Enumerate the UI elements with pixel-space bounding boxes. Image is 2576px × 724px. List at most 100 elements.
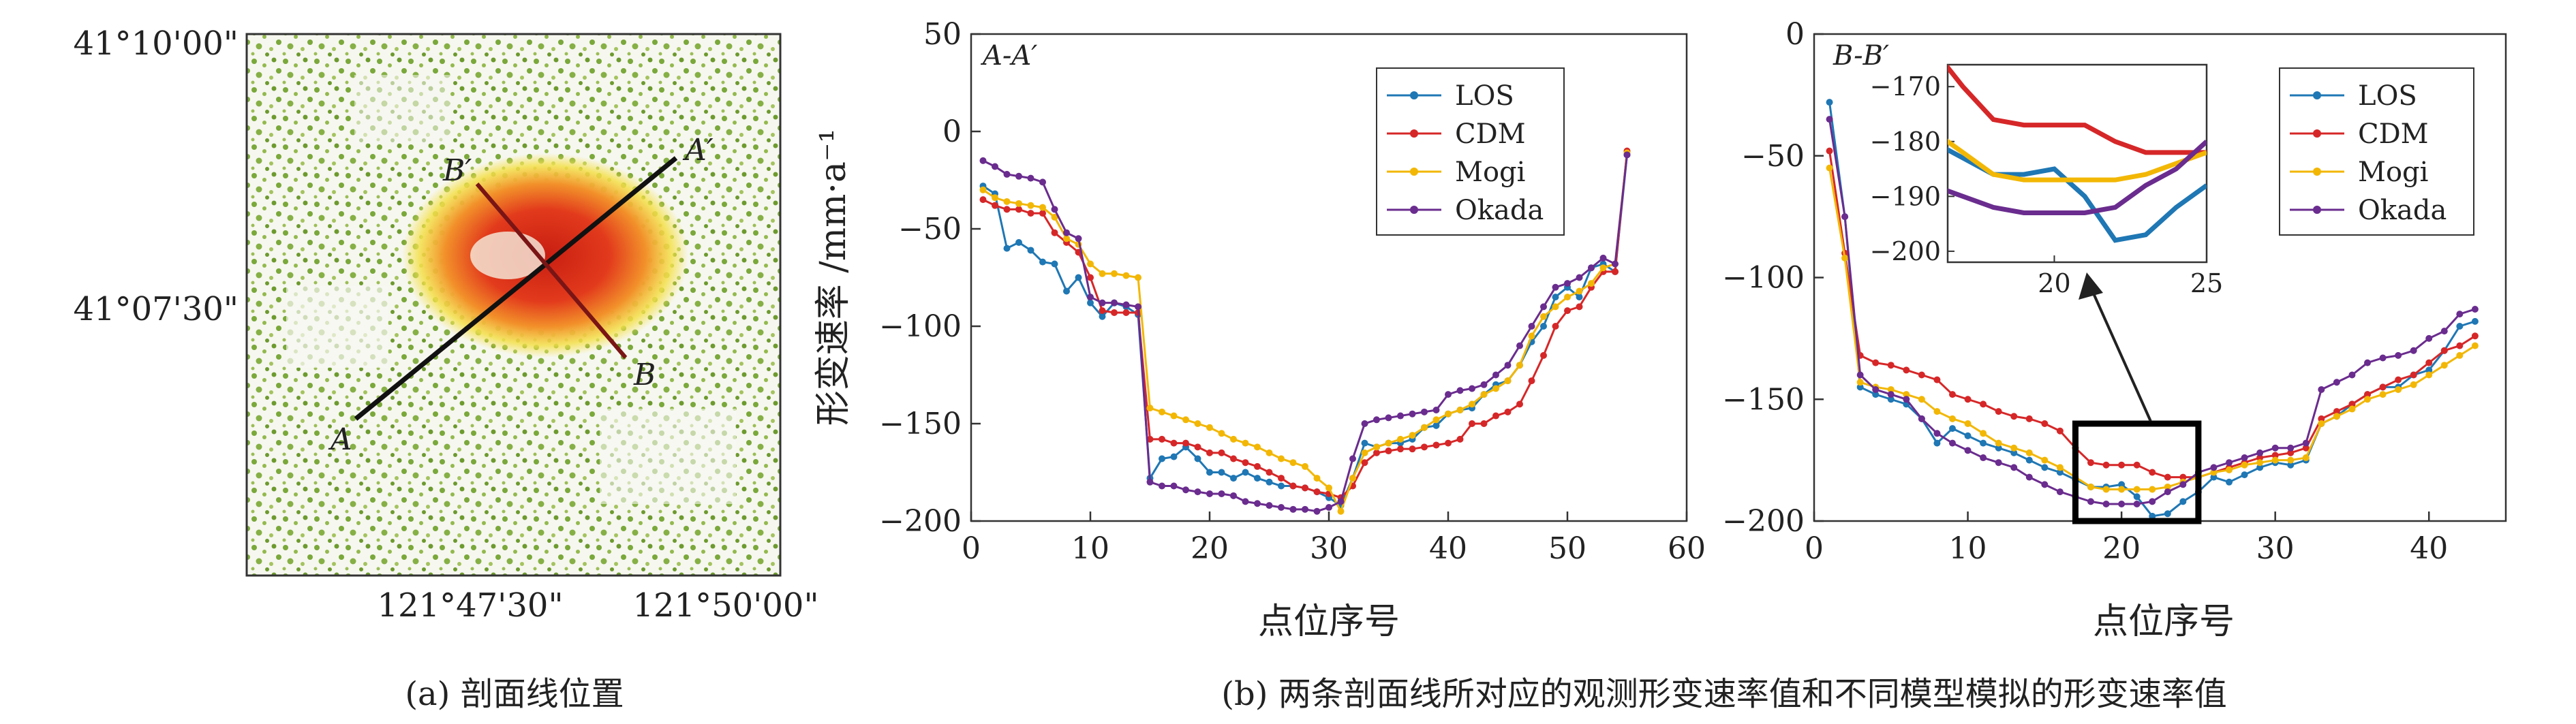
chart-aa-cdm-point bbox=[1373, 449, 1380, 456]
chart-aa-okada-point bbox=[1373, 416, 1380, 424]
chart-aa-okada-point bbox=[1194, 488, 1201, 496]
chart-bb-mogi-point bbox=[2287, 456, 2295, 464]
chart-bb-mogi-point bbox=[1980, 430, 1987, 437]
chart-aa-okada-point bbox=[1230, 492, 1237, 499]
chart-bb-mogi-point bbox=[2133, 486, 2141, 493]
chart-bb-mogi-point bbox=[1903, 391, 1910, 398]
chart-aa-mogi-point bbox=[979, 186, 987, 193]
chart-aa-cdm-point bbox=[1218, 449, 1225, 456]
chart-bb-legend-label-mogi: Mogi bbox=[2358, 157, 2428, 188]
chart-aa-okada-point bbox=[1552, 283, 1559, 291]
chart-bb-cdm-point bbox=[2041, 420, 2049, 427]
chart-aa-mogi-point bbox=[1135, 274, 1141, 281]
chart-bb-los-point bbox=[2456, 323, 2464, 330]
chart-aa-los-point bbox=[1206, 469, 1213, 476]
chart-aa-cdm-point bbox=[1456, 435, 1464, 443]
chart-bb-ytick-label: −150 bbox=[1722, 382, 1805, 417]
chart-aa-mogi-point bbox=[1397, 435, 1404, 443]
chart-aa-xtick-label: 10 bbox=[1071, 531, 1109, 566]
chart-bb-cdm-point bbox=[2318, 415, 2325, 422]
chart-bb-mogi-point bbox=[1949, 415, 1956, 422]
chart-bb-mogi-point bbox=[2333, 413, 2340, 420]
chart-bb-mogi-point bbox=[2256, 459, 2264, 467]
chart-bb-mogi-point bbox=[2210, 469, 2218, 476]
chart-bb-cdm-point bbox=[2456, 342, 2464, 349]
chart-aa-xtick-label: 20 bbox=[1191, 531, 1229, 566]
chart-bb-mogi-point bbox=[2087, 483, 2094, 490]
chart-aa-legend-label-mogi: Mogi bbox=[1455, 157, 1525, 188]
chart-aa-mogi-point bbox=[1432, 416, 1440, 424]
chart-aa-cdm-point bbox=[1266, 469, 1273, 476]
chart-bb-xtick-label: 10 bbox=[1949, 531, 1987, 566]
chart-bb-mogi-point bbox=[1841, 254, 1849, 262]
chart-bb-okada-point bbox=[2041, 481, 2049, 488]
chart-aa-mogi-point bbox=[992, 194, 998, 202]
chart-bb-legend: LOS CDM Mogi Okada bbox=[2279, 67, 2474, 236]
chart-aa-los-point bbox=[1266, 478, 1273, 486]
chart-bb-xlabel: 点位序号 bbox=[2093, 601, 2235, 642]
chart-aa-okada-point bbox=[1516, 342, 1523, 349]
chart-bb-xtick-label: 0 bbox=[1805, 531, 1824, 566]
chart-bb-ytick-label: −200 bbox=[1722, 504, 1805, 539]
chart-bb-mogi-point bbox=[2056, 464, 2064, 471]
chart-aa-xlabel: 点位序号 bbox=[1258, 601, 1400, 642]
chart-aa-cdm-point bbox=[1289, 482, 1297, 490]
chart-bb-cdm-point bbox=[2410, 371, 2417, 379]
chart-bb-okada-point bbox=[2226, 459, 2233, 467]
chart-bb-los-point bbox=[2210, 473, 2218, 481]
chart-aa-okada-point bbox=[1087, 294, 1094, 301]
chart-bb-mogi-point bbox=[2271, 456, 2279, 464]
label-b: B bbox=[633, 358, 656, 392]
chart-aa-cdm-point bbox=[1480, 420, 1488, 427]
chart-aa-mogi-point bbox=[1456, 406, 1464, 413]
chart-bb-okada-point bbox=[1841, 213, 1849, 221]
chart-aa-cdm-point bbox=[1540, 351, 1547, 359]
chart-bb-xtick-label: 20 bbox=[2102, 531, 2141, 566]
chart-bb-cdm-point bbox=[1980, 400, 1987, 408]
chart-bb-ytick-label: 0 bbox=[1785, 17, 1805, 52]
chart-aa-los-point bbox=[1361, 439, 1368, 447]
chart-aa-cdm-point bbox=[1206, 449, 1213, 456]
chart-bb: B-B′ 0 10 20 30 40 0 −50 −100 −150 −200 点位序号 LOS C… bbox=[1722, 17, 2507, 642]
chart-aa-okada-point bbox=[1504, 362, 1512, 369]
chart-aa-okada-point bbox=[1063, 229, 1070, 236]
chart-bb-los-point bbox=[1949, 425, 1956, 432]
chart-bb-okada-point bbox=[2456, 311, 2464, 318]
chart-bb-mogi-point bbox=[2241, 461, 2248, 469]
chart-bb-legend-marker-los bbox=[2313, 91, 2321, 99]
chart-bb-okada-point bbox=[2318, 385, 2325, 393]
chart-bb-mogi-point bbox=[1918, 396, 1925, 403]
chart-aa-los-point bbox=[1003, 245, 1011, 252]
chart-bb-okada-point bbox=[2364, 359, 2371, 366]
chart-aa-cdm-point bbox=[1194, 443, 1201, 451]
chart-aa-okada-point bbox=[1266, 502, 1273, 509]
inset-series-okada-line bbox=[1948, 140, 2207, 215]
chart-bb-okada-point bbox=[1826, 116, 1833, 123]
chart-bb-los-point bbox=[1856, 383, 1864, 391]
chart-aa-los-point bbox=[1230, 475, 1237, 482]
chart-aa-okada-point bbox=[1254, 500, 1261, 507]
chart-bb-cdm-point bbox=[2118, 461, 2126, 469]
chart-aa-cdm-point bbox=[1146, 435, 1154, 443]
chart-bb-mogi-point bbox=[2395, 385, 2402, 393]
chart-aa-los-point bbox=[1075, 274, 1082, 281]
chart-aa-ytick-label: −200 bbox=[879, 504, 962, 539]
chart-bb-cdm-point bbox=[2133, 461, 2141, 469]
chart-aa-okada-point bbox=[1206, 490, 1213, 497]
chart-aa-mogi-point bbox=[1063, 235, 1070, 242]
inset-series-mogi-line bbox=[1948, 138, 2207, 183]
chart-aa-legend-marker-los bbox=[1410, 91, 1418, 99]
chart-aa-okada-point bbox=[1313, 507, 1321, 515]
chart-aa-cdm-point bbox=[1564, 307, 1571, 315]
chart-aa-cdm-point bbox=[1111, 309, 1118, 316]
chart-aa-los-point bbox=[1218, 469, 1225, 476]
chart-aa-okada-point bbox=[1409, 410, 1416, 418]
chart-aa-mogi-point bbox=[1325, 484, 1332, 492]
chart-bb-okada-point bbox=[2425, 334, 2433, 342]
inset-xtick-label: 25 bbox=[2190, 268, 2223, 298]
chart-bb-okada-point bbox=[2102, 500, 2110, 507]
chart-aa-okada-point bbox=[979, 157, 987, 164]
chart-bb-mogi-point bbox=[1995, 439, 2002, 447]
chart-aa-cdm-point bbox=[1039, 210, 1046, 217]
lat-label-top: 41°10'00" bbox=[73, 25, 239, 63]
